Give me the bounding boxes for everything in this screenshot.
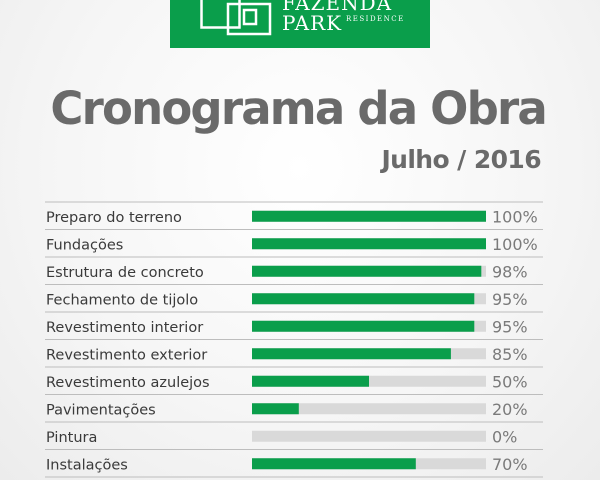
category-label-revestimento-interior: Revestimento interior (46, 320, 203, 336)
page-title: Cronograma da Obra (50, 82, 547, 135)
category-label-fundacoes: Fundações (46, 237, 123, 253)
category-label-fechamento-de-tijolo: Fechamento de tijolo (46, 292, 198, 308)
value-label-preparo-do-terreno: 100% (492, 207, 538, 226)
logo-squares-icon (200, 0, 272, 36)
value-label-fechamento-de-tijolo: 95% (492, 290, 528, 309)
logo-text-park: PARK (282, 11, 343, 35)
bar-track-pintura (252, 430, 486, 442)
bar-fundacoes (252, 238, 486, 250)
value-label-revestimento-azulejos: 50% (492, 372, 528, 391)
bar-instalacoes (252, 458, 416, 470)
value-label-instalacoes: 70% (492, 455, 528, 474)
bar-track-pavimentacoes (252, 403, 486, 415)
logo-text-residence: RESIDENCE (346, 15, 405, 23)
value-label-estrutura-de-concreto: 98% (492, 262, 528, 281)
value-label-revestimento-interior: 95% (492, 317, 528, 336)
value-label-fundacoes: 100% (492, 235, 538, 254)
bar-preparo-do-terreno (252, 210, 486, 222)
page-subtitle: Julho / 2016 (381, 145, 541, 174)
category-label-preparo-do-terreno: Preparo do terreno (46, 210, 182, 226)
bar-fechamento-de-tijolo (252, 293, 475, 305)
logo-text-fazenda: FAZENDA (282, 0, 393, 15)
bar-pavimentacoes (252, 403, 299, 415)
category-label-revestimento-azulejos: Revestimento azulejos (46, 375, 210, 391)
bar-revestimento-exterior (252, 348, 451, 360)
value-label-revestimento-exterior: 85% (492, 345, 528, 364)
value-label-pintura: 0% (492, 427, 517, 446)
bar-revestimento-azulejos (252, 375, 369, 387)
brand-logo: FAZENDA PARK RESIDENCE (170, 0, 430, 48)
category-label-revestimento-exterior: Revestimento exterior (46, 347, 207, 363)
category-label-pintura: Pintura (46, 430, 97, 446)
category-label-estrutura-de-concreto: Estrutura de concreto (46, 265, 204, 281)
bar-revestimento-interior (252, 320, 475, 332)
category-label-instalacoes: Instalações (46, 457, 128, 473)
value-label-pavimentacoes: 20% (492, 400, 528, 419)
category-label-pavimentacoes: Pavimentações (46, 402, 156, 418)
bar-estrutura-de-concreto (252, 265, 482, 277)
